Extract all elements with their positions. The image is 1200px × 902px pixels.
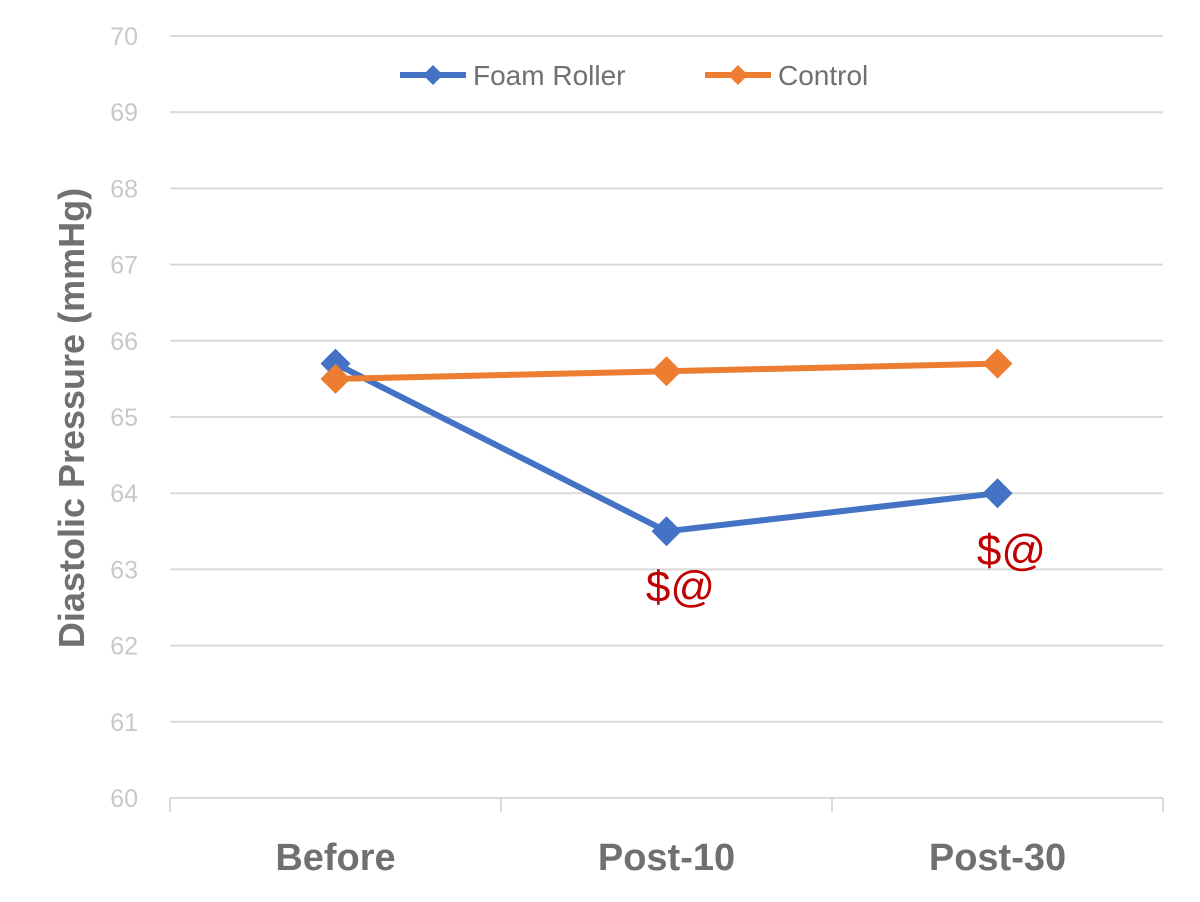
legend-swatch-marker <box>423 65 443 85</box>
y-axis-title: Diastolic Pressure (mmHg) <box>51 188 92 648</box>
y-tick-label: 67 <box>110 252 138 280</box>
y-tick-label: 64 <box>110 480 138 508</box>
legend-label: Control <box>778 60 868 91</box>
series-foam-roller <box>320 348 1013 547</box>
y-tick-label: 66 <box>110 328 138 356</box>
series-line <box>334 360 998 535</box>
series-control <box>320 348 1013 394</box>
annotations: $@ $@ <box>646 526 1046 611</box>
gridlines <box>170 35 1163 723</box>
axes: 60 61 62 63 64 65 66 67 68 69 70 Before Post-10 Post-… <box>110 23 1164 879</box>
y-tick-label: 68 <box>110 175 138 203</box>
y-tick-label: 65 <box>110 404 138 432</box>
significance-annotation: $@ <box>646 562 715 611</box>
y-tick-label: 61 <box>110 709 138 737</box>
data-point-marker <box>320 348 351 379</box>
legend-item: Foam Roller <box>400 60 625 91</box>
significance-annotation: $@ <box>977 526 1046 575</box>
data-point-marker <box>651 516 682 547</box>
x-tick-label: Post-30 <box>929 837 1066 879</box>
x-tick-label: Before <box>275 837 395 879</box>
y-tick-label: 60 <box>110 785 138 813</box>
legend-label: Foam Roller <box>473 60 625 91</box>
y-tick-label: 69 <box>110 99 138 127</box>
y-tick-label: 62 <box>110 633 138 661</box>
data-point-marker <box>651 356 682 387</box>
y-tick-label: 70 <box>110 23 138 51</box>
data-point-marker <box>982 478 1013 509</box>
data-point-marker <box>982 348 1013 379</box>
y-tick-label: 63 <box>110 556 138 584</box>
series-layer <box>320 348 1013 547</box>
x-tick-label: Post-10 <box>598 837 735 879</box>
legend: Foam Roller Control <box>400 60 868 91</box>
legend-swatch-marker <box>728 65 748 85</box>
data-point-marker <box>320 363 351 394</box>
legend-item: Control <box>705 60 868 91</box>
